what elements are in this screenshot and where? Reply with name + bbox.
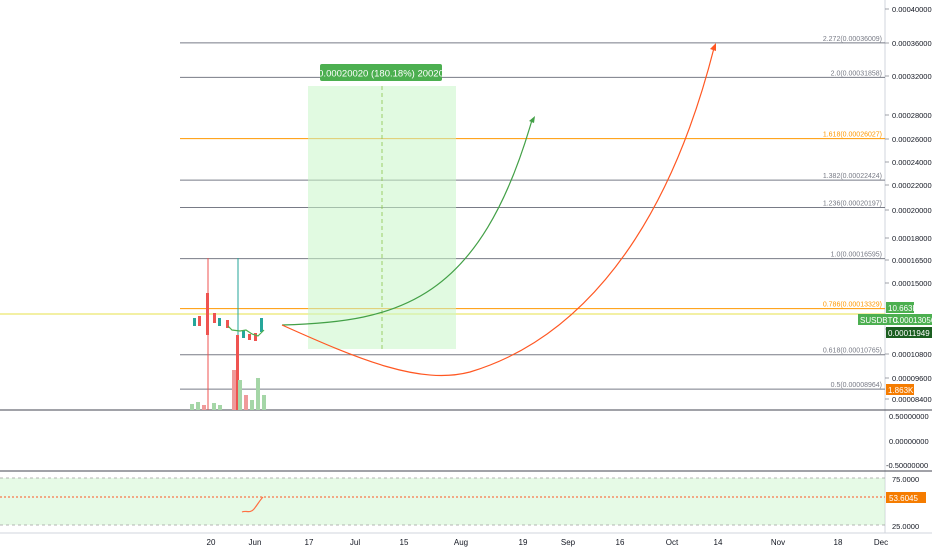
osc-label-2: -0.50000000 xyxy=(886,461,928,470)
time-label: 19 xyxy=(519,538,528,547)
red-projection-arrow xyxy=(710,43,716,51)
price-axis[interactable]: 0.00040000 0.00036000 0.00032000 0.00028000… xyxy=(885,5,932,404)
time-axis[interactable]: 20 Jun 17 Jul 15 Aug 19 Sep 16 Oct 14 Nov 18 Dec xyxy=(207,538,889,547)
badge-volume-ma-text: 10.663K xyxy=(888,304,918,313)
rsi-value-badge xyxy=(886,492,926,503)
price-label: 0.00018000 xyxy=(892,234,932,243)
time-label: Dec xyxy=(874,538,888,547)
rsi-value-text: 53.6045 xyxy=(889,494,918,503)
time-label: 18 xyxy=(834,538,843,547)
badge-symbol-value: 0.00013056 xyxy=(893,316,932,325)
badge-volume xyxy=(886,384,914,395)
candles[interactable] xyxy=(193,258,265,410)
badge-volume-ma xyxy=(886,302,914,313)
price-label: 0.00024000 xyxy=(892,158,932,167)
rsi-label-1: 25.0000 xyxy=(892,522,919,531)
fib-retracement[interactable]: 2.272(0.00036009) 2.0(0.00031858) 1.618(0.… xyxy=(180,36,885,390)
red-projection-path[interactable] xyxy=(281,47,715,377)
price-label: 0.00016500 xyxy=(892,256,932,265)
time-label: Jul xyxy=(350,538,360,547)
fib-level-label: 1.236(0.00020197) xyxy=(823,201,882,208)
time-label: 17 xyxy=(305,538,314,547)
price-label: 0.00020000 xyxy=(892,206,932,215)
measure-box[interactable] xyxy=(308,86,456,349)
measure-label: 0.00020020 (180.18%) 20020 xyxy=(318,69,444,80)
time-label: Aug xyxy=(454,538,468,547)
price-label: 0.00036000 xyxy=(892,39,932,48)
time-label: 20 xyxy=(207,538,216,547)
price-label: 0.00032000 xyxy=(892,72,932,81)
green-projection-arrow xyxy=(529,116,535,123)
osc-axis[interactable]: 0.50000000 0.00000000 -0.50000000 xyxy=(886,412,929,470)
fib-level-label: 0.5(0.00008964) xyxy=(831,382,882,389)
price-label: 0.00026000 xyxy=(892,135,932,144)
badge-last-price xyxy=(886,327,932,338)
fib-level-label: 1.382(0.00022424) xyxy=(823,173,882,180)
time-label: 16 xyxy=(616,538,625,547)
time-label: Nov xyxy=(771,538,785,547)
osc-label-0: 0.50000000 xyxy=(889,412,929,421)
badge-last-price-text: 0.00011949 xyxy=(888,329,930,338)
time-label: Jun xyxy=(249,538,262,547)
badges: 10.663K SUSDBTC 0.00013056 0.00011949 1.… xyxy=(858,302,932,395)
fib-level-label: 0.786(0.00013329) xyxy=(823,302,882,309)
price-label: 0.00040000 xyxy=(892,5,932,14)
price-label: 0.00028000 xyxy=(892,111,932,120)
fib-level-label: 2.272(0.00036009) xyxy=(823,36,882,43)
rsi-band xyxy=(0,478,885,525)
fib-level-label: 1.618(0.00026027) xyxy=(823,132,882,139)
fib-level-label: 0.618(0.00010765) xyxy=(823,348,882,355)
time-label: 15 xyxy=(400,538,409,547)
badge-volume-text: 1.863K xyxy=(888,386,914,395)
volume-bars xyxy=(190,370,266,410)
time-label: Oct xyxy=(666,538,679,547)
price-label: 0.00010800 xyxy=(892,350,932,359)
time-label: 14 xyxy=(714,538,723,547)
fib-level-label: 1.0(0.00016595) xyxy=(831,252,882,259)
fib-level-label: 2.0(0.00031858) xyxy=(831,70,882,77)
measure-label-bg xyxy=(320,64,442,81)
rsi-label-0: 75.0000 xyxy=(892,475,919,484)
osc-label-1: 0.00000000 xyxy=(889,437,929,446)
green-projection-path[interactable] xyxy=(281,119,533,326)
time-label: Sep xyxy=(561,538,576,547)
rsi-line[interactable] xyxy=(241,496,264,513)
price-label: 0.00015000 xyxy=(892,279,932,288)
badge-symbol-text: SUSDBTC xyxy=(860,316,898,325)
price-label: 0.00022000 xyxy=(892,181,932,190)
badge-symbol xyxy=(858,314,932,325)
price-label: 0.00009600 xyxy=(892,374,932,383)
price-label: 0.00008400 xyxy=(892,395,932,404)
